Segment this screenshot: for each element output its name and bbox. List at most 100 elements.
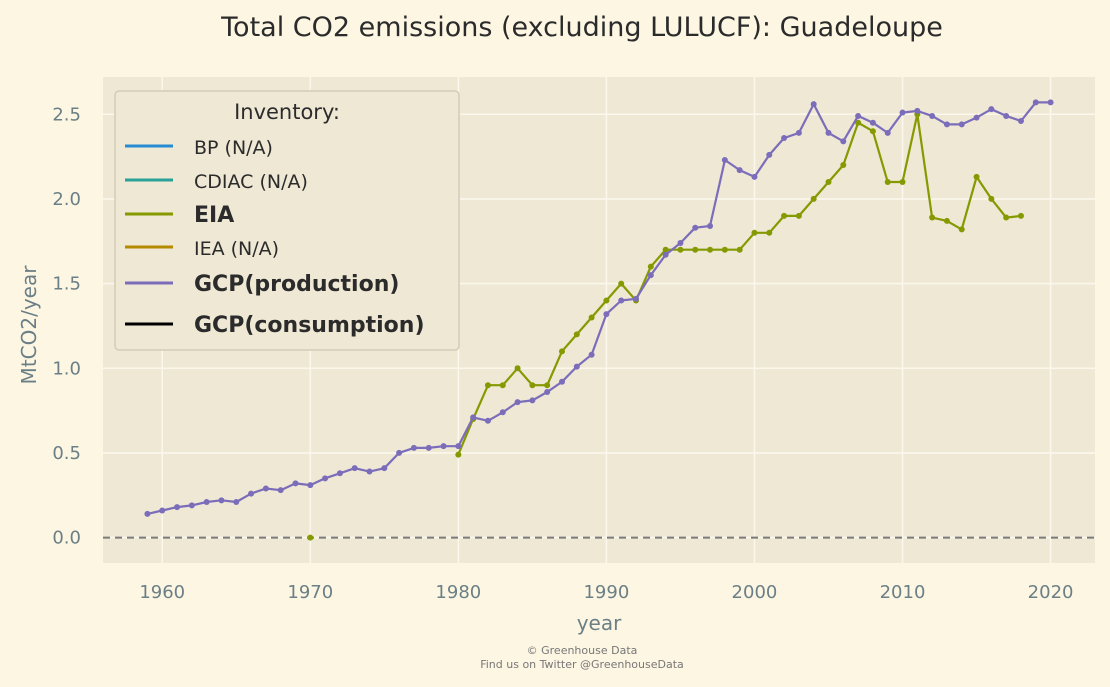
point-eia-1993: [647, 263, 654, 270]
point-eia-1985: [529, 382, 536, 389]
y-tick-label-1: 0.5: [52, 443, 81, 464]
x-tick-label-4: 2000: [732, 582, 778, 603]
y-tick-label-0: 0.0: [52, 528, 81, 549]
point-gcp-production-1983: [499, 409, 506, 416]
point-gcp-production-1969: [292, 480, 299, 487]
point-gcp-production-2013: [943, 121, 950, 128]
footer-credit: © Greenhouse Data: [527, 644, 638, 657]
point-gcp-production-2002: [781, 134, 788, 141]
point-eia-1997: [707, 246, 714, 253]
y-tick-label-2: 1.0: [52, 358, 81, 379]
point-gcp-production-2015: [973, 114, 980, 121]
point-gcp-production-2012: [929, 112, 936, 119]
point-gcp-production-1967: [262, 485, 269, 492]
point-gcp-production-2003: [795, 129, 802, 136]
point-eia-2017: [1003, 214, 1010, 221]
point-gcp-production-1982: [484, 417, 491, 424]
point-eia-2009: [884, 178, 891, 185]
legend: Inventory: BP (N/A) CDIAC (N/A) EIA IEA (N/…: [114, 90, 460, 351]
point-gcp-production-2006: [840, 138, 847, 145]
point-gcp-production-2011: [914, 107, 921, 114]
point-eia-2015: [973, 173, 980, 180]
x-tick-label-3: 1990: [583, 582, 629, 603]
point-gcp-production-1977: [410, 444, 417, 451]
point-gcp-production-1974: [366, 468, 373, 475]
point-gcp-production-1988: [573, 363, 580, 370]
point-gcp-production-1978: [425, 444, 432, 451]
point-gcp-production-1960: [159, 507, 166, 514]
point-gcp-production-1966: [248, 490, 255, 497]
point-eia-1982: [484, 382, 491, 389]
point-eia-1996: [692, 246, 699, 253]
point-gcp-production-2007: [855, 112, 862, 119]
footer-twitter: Find us on Twitter @GreenhouseData: [480, 658, 684, 671]
x-tick-label-1: 1970: [287, 582, 333, 603]
point-gcp-production-1993: [647, 272, 654, 279]
point-eia-2018: [1017, 212, 1024, 219]
point-eia-1994: [662, 246, 669, 253]
point-eia-1998: [721, 246, 728, 253]
point-gcp-production-2005: [825, 129, 832, 136]
legend-label-5: GCP(consumption): [194, 313, 425, 338]
point-eia-1989: [588, 314, 595, 321]
y-tick-label-5: 2.5: [52, 104, 81, 125]
point-eia-1995: [677, 246, 684, 253]
point-gcp-production-2010: [899, 109, 906, 116]
point-gcp-production-2020: [1047, 99, 1054, 106]
point-eia-1999: [736, 246, 743, 253]
point-gcp-production-1999: [736, 167, 743, 174]
x-tick-label-2: 1980: [435, 582, 481, 603]
point-gcp-production-1998: [721, 156, 728, 163]
x-tick-label-6: 2020: [1028, 582, 1074, 603]
y-tick-label-3: 1.5: [52, 274, 81, 295]
point-gcp-production-2000: [751, 173, 758, 180]
x-tick-label-0: 1960: [139, 582, 185, 603]
point-gcp-production-2008: [869, 119, 876, 126]
point-gcp-production-1963: [203, 499, 210, 506]
point-eia-2005: [825, 178, 832, 185]
point-gcp-production-1972: [336, 470, 343, 477]
point-gcp-production-1961: [174, 504, 181, 511]
y-axis: 0.0 0.5 1.0 1.5 2.0 2.5: [52, 104, 81, 548]
point-gcp-production-1997: [707, 223, 714, 230]
point-gcp-production-1990: [603, 311, 610, 318]
point-gcp-production-1968: [277, 487, 284, 494]
point-gcp-production-1959: [144, 510, 151, 517]
point-gcp-production-2014: [958, 121, 965, 128]
point-gcp-production-1973: [351, 465, 358, 472]
legend-title: Inventory:: [234, 100, 340, 124]
point-gcp-production-1970: [307, 482, 314, 489]
series-group: [144, 99, 1054, 541]
point-gcp-production-1975: [381, 465, 388, 472]
legend-box: [114, 90, 460, 351]
point-eia-2008: [869, 128, 876, 135]
legend-entries: BP (N/A) CDIAC (N/A) EIA IEA (N/A) GCP(produ…: [125, 137, 425, 338]
point-gcp-production-1995: [677, 239, 684, 246]
point-gcp-production-1979: [440, 443, 447, 450]
point-eia-1988: [573, 331, 580, 338]
point-eia-1980: [455, 451, 462, 458]
point-gcp-production-1971: [322, 475, 329, 482]
x-axis: 1960 1970 1980 1990 2000 2010 2020: [139, 582, 1073, 603]
y-axis-label: MtCO2/year: [17, 265, 41, 385]
point-gcp-production-1976: [396, 449, 403, 456]
legend-label-0: BP (N/A): [194, 137, 273, 159]
point-gcp-production-2001: [766, 151, 773, 158]
point-eia-2014: [958, 226, 965, 233]
point-gcp-production-2018: [1017, 118, 1024, 125]
legend-label-4: GCP(production): [194, 272, 399, 297]
point-gcp-production-1994: [662, 251, 669, 258]
point-eia-2004: [810, 195, 817, 202]
point-eia-1990: [603, 297, 610, 304]
point-gcp-production-2009: [884, 129, 891, 136]
x-tick-label-5: 2010: [880, 582, 926, 603]
point-eia-2006: [840, 162, 847, 169]
point-eia-1984: [514, 365, 521, 372]
point-eia-1987: [558, 348, 565, 355]
point-gcp-production-2019: [1032, 99, 1039, 106]
point-gcp-production-1984: [514, 399, 521, 406]
point-gcp-production-1986: [544, 388, 551, 395]
point-eia-2003: [795, 212, 802, 219]
legend-label-2: EIA: [194, 203, 234, 228]
